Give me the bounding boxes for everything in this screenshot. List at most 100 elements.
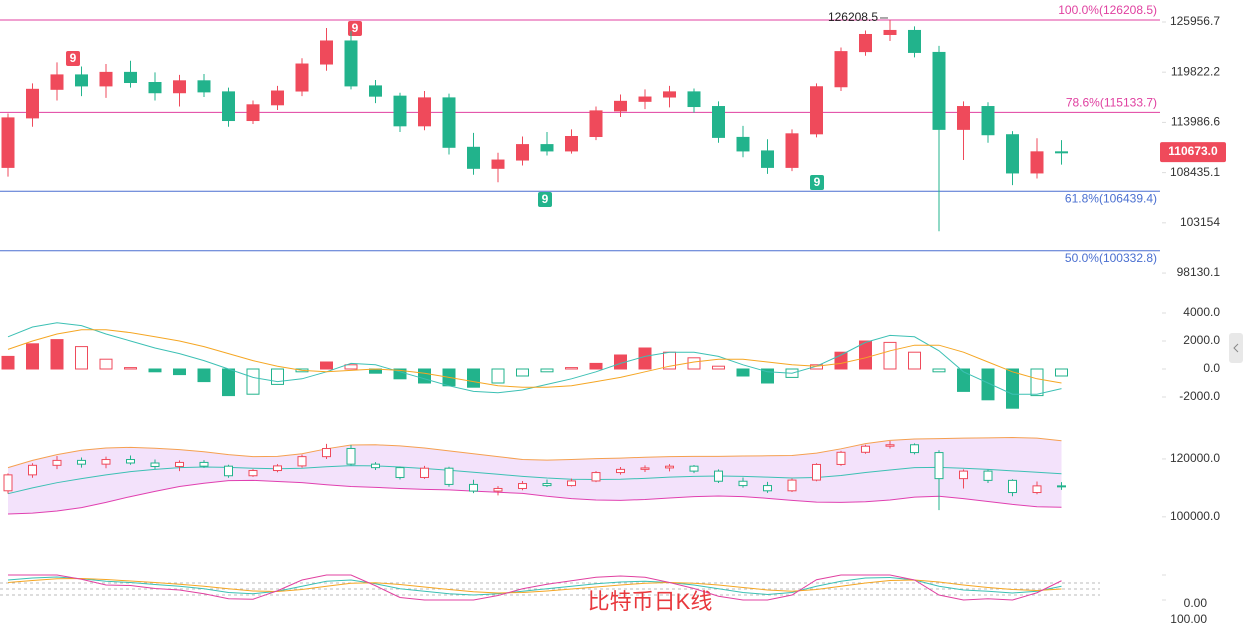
candle-body — [50, 74, 64, 90]
macd-bar — [1006, 368, 1019, 409]
indicator-line — [7, 576, 1062, 596]
fib-label: 78.6%(115133.7) — [1066, 96, 1157, 110]
candle-body — [26, 88, 39, 119]
candle-body — [346, 448, 356, 465]
macd-bar — [883, 341, 897, 370]
candle-body — [150, 462, 160, 467]
candle-body — [859, 33, 872, 53]
candle-body — [420, 467, 429, 478]
y-tick-label: 2000.0 — [1183, 333, 1220, 347]
candle-body — [3, 474, 13, 492]
candle-body — [295, 63, 309, 92]
candle-body — [812, 463, 821, 481]
candle-body — [518, 483, 527, 489]
candle-body — [77, 459, 86, 465]
macd-bar — [271, 368, 284, 385]
macd-bar — [50, 339, 64, 370]
candle-body — [1055, 151, 1068, 154]
macd-bar — [932, 368, 946, 373]
fib-label: 50.0%(100332.8) — [1065, 251, 1157, 265]
caption: 比特币日K线 — [588, 589, 713, 614]
candle-body — [246, 104, 260, 122]
macd-bar — [246, 368, 260, 395]
macd-bar — [1030, 368, 1044, 397]
td-markers: 9 9 9 9 — [66, 21, 824, 207]
side-tab-arrow — [1233, 343, 1239, 353]
macd-bar — [467, 368, 480, 388]
candle-body — [197, 80, 211, 93]
candle-body — [222, 91, 235, 122]
candle-body — [981, 106, 995, 136]
y-tick-label: 119822.2 — [1171, 64, 1220, 78]
last-price-box — [1160, 142, 1226, 163]
candle-body — [1008, 479, 1017, 494]
candle-body — [614, 100, 627, 112]
candle-body — [393, 95, 407, 127]
candle-body — [148, 82, 162, 94]
candle-body — [542, 483, 552, 487]
indicator-line — [7, 479, 1062, 515]
candle-body — [957, 106, 970, 130]
macd-bar — [26, 343, 39, 370]
candle-body — [932, 51, 946, 130]
y-tick-label: 98130.1 — [1177, 265, 1221, 279]
candle-body — [124, 71, 137, 84]
marker-box — [810, 175, 824, 190]
marker: 9 — [70, 51, 77, 65]
macd-bar — [859, 340, 872, 370]
candle-body — [369, 85, 382, 97]
candle-body — [687, 91, 701, 108]
candle-body — [836, 451, 846, 465]
side-tab[interactable] — [1229, 333, 1243, 363]
macd-bar — [99, 358, 113, 370]
y-tick-label: 113986.6 — [1171, 115, 1220, 129]
y-tick-label: 108435.1 — [1170, 165, 1220, 179]
macd-bar — [124, 367, 137, 370]
candle-body — [714, 470, 723, 482]
candle-body — [444, 467, 454, 485]
macd-bar — [957, 368, 970, 392]
candle-body — [908, 29, 921, 53]
marker-box — [66, 51, 80, 66]
y-tick-label: 0.00 — [1184, 596, 1208, 610]
candle-body — [910, 444, 919, 454]
candle-body — [640, 467, 650, 470]
candle-body — [271, 90, 284, 106]
indicator-line — [8, 574, 1062, 601]
candle-body — [516, 144, 529, 161]
candle-body — [322, 448, 331, 458]
candle-body — [371, 463, 380, 469]
candle-body — [885, 444, 895, 447]
macd-bar — [638, 347, 652, 370]
candle-body — [491, 159, 505, 169]
marker: 9 — [542, 192, 549, 206]
y-tick-label: -2000.0 — [1179, 389, 1220, 403]
candle-body — [689, 465, 699, 472]
candle-body — [224, 465, 233, 477]
fib-label: 100.0%(126208.5) — [1058, 3, 1157, 17]
candle-body — [320, 40, 333, 65]
macd-bar — [589, 362, 603, 370]
candle-body — [467, 146, 480, 169]
indicator-line — [7, 577, 1062, 594]
candle-body — [983, 470, 993, 481]
candle-body — [638, 96, 652, 102]
y-tick-label: 4000.0 — [1183, 305, 1220, 319]
candle-body — [469, 483, 478, 492]
fib-label: 61.8%(106439.4) — [1065, 191, 1157, 205]
candle-body — [540, 144, 554, 152]
high-label: 126208.5 — [828, 10, 878, 24]
macd-bar — [540, 368, 554, 373]
last-price-label: 110673.0 — [1168, 144, 1218, 158]
candle-body — [761, 150, 774, 168]
macd-bar — [1, 355, 15, 370]
candle-body — [591, 472, 601, 482]
indicator-line — [7, 329, 1062, 388]
candle-body — [173, 80, 186, 94]
indicator-line — [7, 465, 1062, 495]
candle-body — [99, 71, 113, 87]
candle-body — [712, 106, 725, 138]
candle-body — [1006, 134, 1019, 174]
candle-body — [738, 480, 748, 487]
